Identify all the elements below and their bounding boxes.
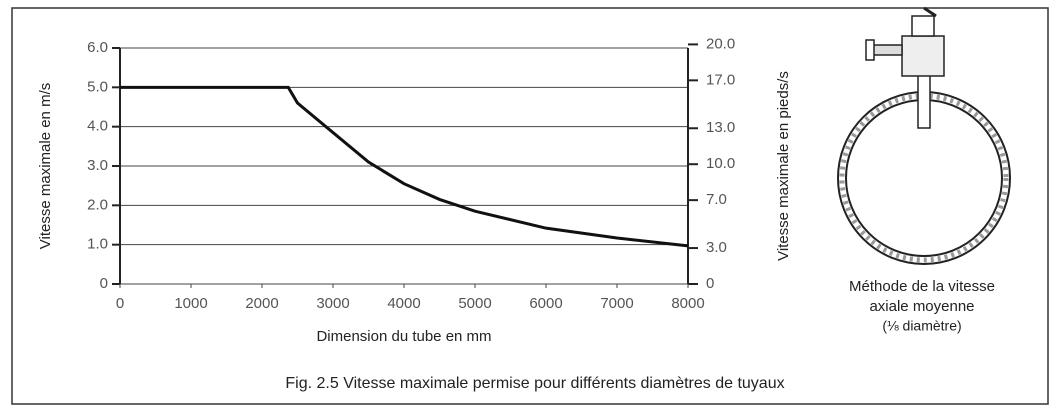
y-axis-label: Vitesse maximale en m/s [37,83,54,249]
x-tick-label: 5000 [458,295,491,312]
diagram-label: Méthode de la vitesse [849,278,995,295]
caption: Fig. 2.5 Vitesse maximale permise pour d… [285,375,784,392]
y-tick-label: 3.0 [87,157,108,174]
diagram-label: (⅛ diamètre) [882,318,961,334]
y2-tick-label: 10.0 [706,155,735,172]
y-tick-label: 2.0 [87,196,108,213]
x-tick-label: 4000 [387,295,420,312]
y2-tick-label: 17.0 [706,71,735,88]
y2-tick-label: 20.0 [706,35,735,52]
x-tick-label: 0 [116,295,124,312]
y2-tick-label: 7.0 [706,191,727,208]
x-tick-label: 2000 [245,295,278,312]
y2-tick-label: 3.0 [706,239,727,256]
x-axis-label: Dimension du tube en mm [316,328,491,345]
y-tick-label: 5.0 [87,78,108,95]
y2-tick-label: 0 [706,275,714,292]
y-tick-label: 0 [100,275,108,292]
y2-axis-label: Vitesse maximale en pieds/s [775,71,792,261]
y2-tick-label: 13.0 [706,119,735,136]
x-tick-label: 6000 [529,295,562,312]
x-tick-label: 8000 [671,295,704,312]
x-tick-label: 3000 [316,295,349,312]
y-tick-label: 4.0 [87,118,108,135]
x-tick-label: 1000 [174,295,207,312]
diagram-label: axiale moyenne [869,298,974,315]
y-tick-label: 6.0 [87,39,108,56]
chart: Fig. 2.5 Vitesse maximale permise pour d… [0,0,1061,410]
x-tick-label: 7000 [600,295,633,312]
frame [12,8,1048,404]
y-tick-label: 1.0 [87,236,108,253]
